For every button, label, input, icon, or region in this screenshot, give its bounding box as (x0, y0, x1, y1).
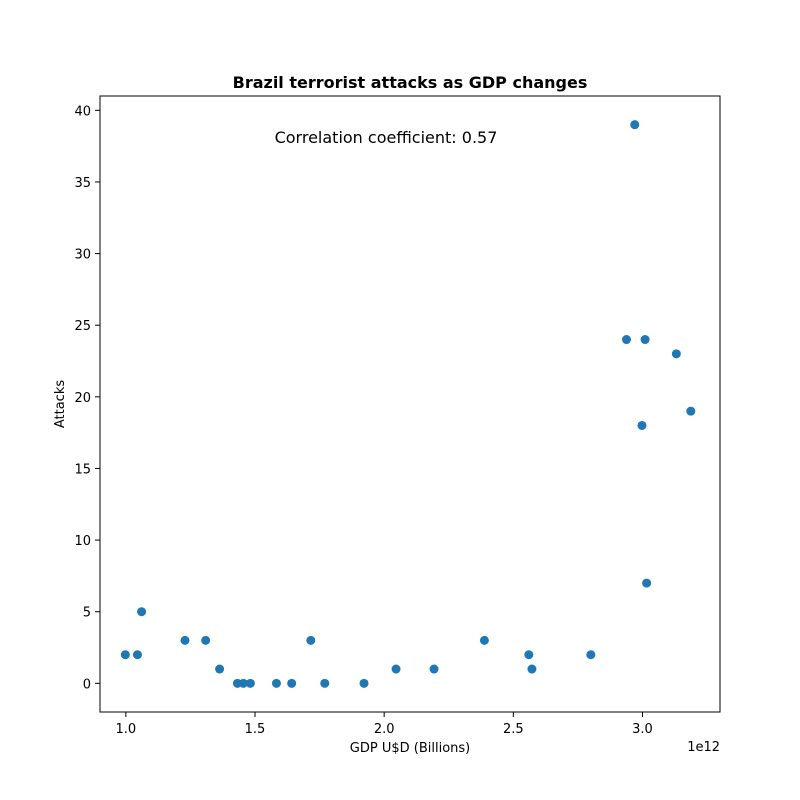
data-point (479, 635, 489, 645)
y-tick-label: 0 (83, 677, 91, 692)
data-point (238, 678, 248, 688)
data-point (271, 678, 281, 688)
y-tick-label: 25 (74, 319, 91, 334)
data-point (671, 349, 681, 359)
data-point (429, 664, 439, 674)
y-axis-label: Attacks (53, 380, 68, 429)
x-axis-offset-label: 1e12 (687, 740, 720, 755)
y-axis-ticks: 0 5 10 15 20 25 30 35 40 (74, 104, 100, 692)
data-point (640, 335, 650, 345)
y-tick-label: 30 (74, 248, 91, 263)
y-tick-label: 5 (83, 606, 91, 621)
data-point (359, 678, 369, 688)
y-tick-label: 10 (74, 534, 91, 549)
data-point (120, 650, 130, 660)
data-point (180, 635, 190, 645)
x-axis-label: GDP U$D (Billions) (350, 741, 470, 756)
data-point (637, 420, 647, 430)
chart-title: Brazil terrorist attacks as GDP changes (233, 73, 588, 92)
x-tick-label: 3.0 (632, 722, 653, 737)
data-point (621, 335, 631, 345)
x-tick-label: 1.5 (245, 722, 266, 737)
data-point (586, 650, 596, 660)
data-point (642, 578, 652, 588)
x-axis-ticks: 1.0 1.5 2.0 2.5 3.0 (115, 712, 653, 737)
data-point (686, 406, 696, 416)
data-point (287, 678, 297, 688)
x-tick-label: 2.5 (503, 722, 524, 737)
data-point (306, 635, 316, 645)
plot-frame (99, 95, 721, 713)
data-points (120, 120, 696, 688)
data-point (630, 120, 640, 130)
data-point (137, 607, 147, 617)
data-point (132, 650, 142, 660)
correlation-annotation: Correlation coefficient: 0.57 (275, 128, 498, 147)
y-tick-label: 35 (74, 176, 91, 191)
y-tick-label: 20 (74, 391, 91, 406)
data-point (215, 664, 225, 674)
y-tick-label: 40 (74, 104, 91, 119)
x-tick-label: 2.0 (374, 722, 395, 737)
y-tick-label: 15 (74, 462, 91, 477)
data-point (245, 678, 255, 688)
x-tick-label: 1.0 (115, 722, 136, 737)
data-point (201, 635, 211, 645)
data-point (524, 650, 534, 660)
data-point (527, 664, 537, 674)
data-point (320, 678, 330, 688)
data-point (391, 664, 401, 674)
